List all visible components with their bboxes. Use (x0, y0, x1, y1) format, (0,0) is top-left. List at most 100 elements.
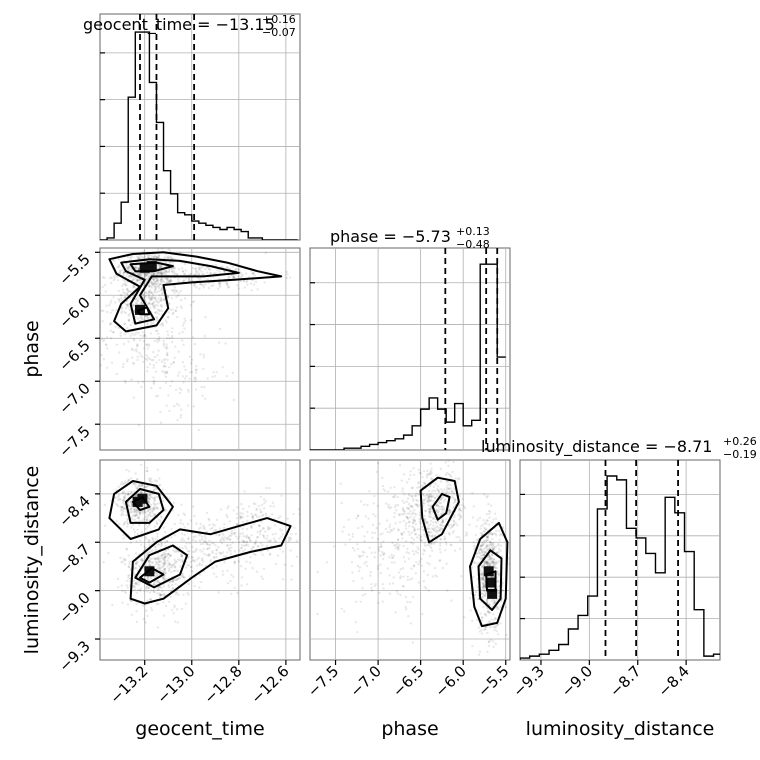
sample-point (454, 521, 457, 525)
sample-point (189, 304, 193, 307)
sample-point (427, 543, 430, 546)
sample-point (195, 286, 198, 289)
sample-point (257, 545, 260, 548)
sample-point (192, 300, 196, 303)
sample-point (146, 316, 149, 320)
sample-point (110, 281, 113, 285)
sample-point (376, 567, 380, 570)
sample-point (244, 535, 247, 539)
sample-point (151, 282, 154, 285)
sample-point (192, 559, 195, 562)
sample-point (144, 621, 147, 624)
sample-point (166, 257, 170, 260)
sample-point (117, 496, 120, 499)
sample-point (431, 489, 434, 493)
sample-point (157, 579, 160, 583)
sample-point (417, 485, 421, 489)
sample-point (428, 511, 432, 514)
sample-point (141, 256, 145, 259)
sample-point (486, 536, 489, 539)
sample-point (415, 504, 419, 507)
sample-point (374, 514, 377, 518)
sample-point (412, 499, 415, 503)
sample-point (109, 311, 112, 314)
sample-point (135, 279, 138, 283)
sample-point (445, 562, 448, 565)
sample-point (463, 454, 465, 456)
sample-point (485, 519, 488, 522)
sample-point (217, 281, 220, 284)
sample-point (140, 484, 144, 488)
sample-point (243, 279, 246, 283)
sample-point (347, 533, 350, 536)
sample-point (219, 282, 222, 285)
sample-point (427, 508, 430, 511)
sample-point (176, 374, 180, 377)
sample-point (157, 277, 160, 280)
sample-point (382, 587, 385, 590)
sample-point (461, 497, 464, 501)
sample-point (381, 550, 384, 554)
sample-point (481, 549, 484, 552)
sample-point (148, 297, 151, 300)
sample-point (160, 569, 163, 573)
sample-point (287, 540, 290, 543)
sample-point (484, 625, 488, 629)
sample-point (437, 529, 441, 532)
sample-point (414, 523, 417, 526)
sample-point (379, 533, 382, 536)
sample-point (409, 622, 413, 625)
sample-point (215, 518, 219, 522)
sample-point (145, 343, 148, 346)
sample-point (258, 530, 262, 533)
sample-point (480, 619, 484, 622)
sample-point (378, 522, 381, 525)
sample-point (410, 504, 413, 508)
sample-point (150, 606, 153, 610)
sample-point (486, 601, 489, 604)
sample-point (441, 521, 445, 524)
sample-point (465, 531, 468, 534)
sample-point (158, 309, 161, 312)
sample-point (172, 578, 176, 582)
sample-point (129, 507, 133, 511)
sample-point (126, 303, 129, 307)
sample-point (494, 566, 497, 569)
sample-point (153, 504, 156, 507)
sample-point (204, 283, 207, 286)
sample-point (95, 302, 97, 304)
sample-point (423, 586, 426, 589)
sample-point (141, 604, 145, 607)
sample-point (242, 540, 245, 543)
sample-point (423, 498, 426, 502)
sample-point (120, 561, 123, 564)
sample-point (473, 560, 476, 564)
sample-point (482, 577, 485, 580)
sample-point (164, 561, 167, 565)
sample-point (485, 561, 488, 564)
sample-point (148, 301, 151, 305)
sample-point (171, 270, 174, 273)
sample-point (206, 547, 210, 550)
sample-point (132, 510, 136, 514)
sample-point (153, 306, 157, 309)
sample-point (437, 520, 440, 523)
sample-point (136, 255, 139, 258)
sample-point (121, 284, 124, 288)
sample-point (184, 602, 187, 605)
sample-point (105, 304, 108, 307)
sample-point (122, 291, 125, 294)
sample-point (158, 264, 161, 268)
sample-point (113, 259, 116, 262)
sample-point (289, 536, 292, 539)
sample-point (426, 469, 429, 473)
sample-point (107, 551, 110, 555)
sample-point (414, 550, 418, 553)
sample-point (103, 338, 106, 341)
sample-point (487, 562, 490, 565)
sample-point (180, 267, 184, 270)
sample-point (150, 298, 153, 301)
sample-point (157, 563, 160, 566)
sample-point (203, 334, 206, 338)
sample-point (229, 534, 233, 537)
